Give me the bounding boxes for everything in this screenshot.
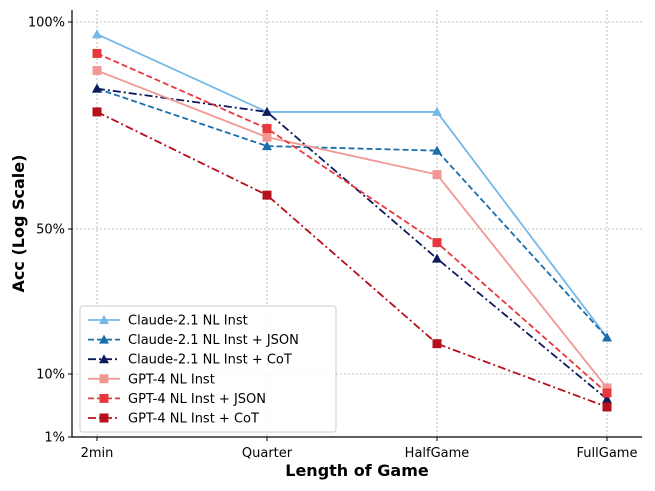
legend-marker xyxy=(99,354,109,364)
legend-label: Claude-2.1 NL Inst + JSON xyxy=(128,333,299,348)
data-point xyxy=(602,402,612,412)
series-3 xyxy=(92,66,612,393)
series-line xyxy=(96,69,608,389)
data-point xyxy=(432,253,442,263)
y-axis-title: Acc (Log Scale) xyxy=(9,155,28,293)
series-4 xyxy=(92,48,612,398)
y-tick-label: 1% xyxy=(44,431,65,446)
data-point xyxy=(432,106,442,116)
tick-labels: 1% 10% 50% 100% 2min Quarter HalfGame FullGame xyxy=(28,16,638,462)
data-point xyxy=(602,394,612,404)
legend-item: Claude-2.1 NL Inst + JSON xyxy=(88,333,299,348)
legend-marker xyxy=(99,393,109,403)
data-point xyxy=(432,170,442,180)
data-point xyxy=(432,238,442,248)
series-5 xyxy=(92,107,612,412)
data-point xyxy=(262,141,272,151)
legend-item: GPT-4 NL Inst + CoT xyxy=(88,412,259,427)
series-line xyxy=(96,87,608,339)
legend-item: GPT-4 NL Inst + JSON xyxy=(88,392,266,407)
y-tick-label: 100% xyxy=(28,16,65,31)
legend-label: Claude-2.1 NL Inst + CoT xyxy=(128,353,292,368)
legend-marker xyxy=(99,413,109,423)
series-line xyxy=(96,33,608,339)
legend-marker xyxy=(99,374,109,384)
x-axis-title: Length of Game xyxy=(285,461,429,480)
legend-item: Claude-2.1 NL Inst xyxy=(88,314,248,329)
series-1 xyxy=(92,83,612,342)
data-point xyxy=(262,132,272,142)
data-point xyxy=(602,388,612,398)
data-point xyxy=(262,190,272,200)
legend-label: GPT-4 NL Inst xyxy=(128,372,215,387)
legend-label: GPT-4 NL Inst + JSON xyxy=(128,392,266,407)
data-point xyxy=(432,145,442,155)
legend-item: GPT-4 NL Inst xyxy=(88,372,215,387)
data-point xyxy=(602,383,612,393)
x-tick-label: 2min xyxy=(81,446,114,461)
legend-label: GPT-4 NL Inst + CoT xyxy=(128,412,259,427)
x-tick-label: Quarter xyxy=(242,446,293,461)
data-point xyxy=(92,107,102,117)
data-point xyxy=(92,29,102,39)
data-point xyxy=(432,339,442,349)
data-point xyxy=(92,48,102,58)
data-point xyxy=(92,66,102,76)
x-tick-label: FullGame xyxy=(577,446,638,461)
y-tick-label: 10% xyxy=(36,368,65,383)
legend: Claude-2.1 NL Inst Claude-2.1 NL Inst + J… xyxy=(79,305,337,433)
series-line xyxy=(96,52,608,394)
series-group xyxy=(92,29,612,412)
data-point xyxy=(262,106,272,116)
data-point xyxy=(262,124,272,134)
legend-item: Claude-2.1 NL Inst + CoT xyxy=(88,353,292,368)
legend-box xyxy=(79,305,337,433)
legend-marker xyxy=(99,334,109,344)
data-point xyxy=(92,83,102,93)
x-tick-label: HalfGame xyxy=(405,446,470,461)
legend-marker xyxy=(99,315,109,324)
y-tick-label: 50% xyxy=(36,223,65,238)
legend-label: Claude-2.1 NL Inst xyxy=(128,314,248,329)
axes xyxy=(68,10,642,441)
data-point xyxy=(602,332,612,342)
